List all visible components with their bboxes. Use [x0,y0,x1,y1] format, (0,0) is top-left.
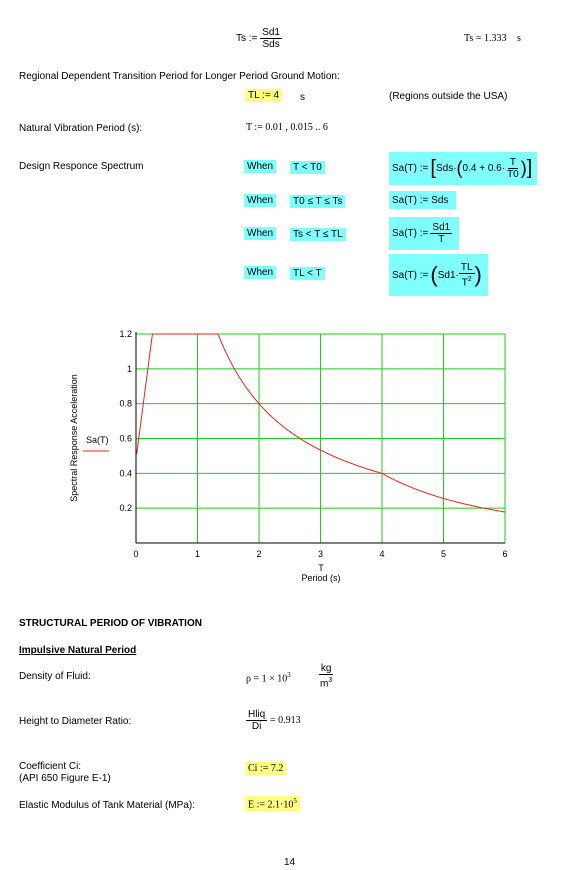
impulsive-heading: Impulsive Natural Period [19,645,137,656]
ci-reference: (API 650 Figure E-1) [19,773,111,784]
density-unit: kg m3 [318,663,334,690]
tl-expression: TL := 4 [245,89,283,102]
chart-ticks: 0 1 2 3 4 5 6 0.2 0.4 0.6 0.8 1 1.2 [119,329,507,559]
case4-condition: TL < T [290,267,325,280]
case1-formula: Sa(T) := [ Sds· ( 0.4 + 0.6· T T0 ) ] [389,152,537,185]
density-expression: ρ = 1 × 103 [246,671,291,685]
case2-condition: T0 ≤ T ≤ Ts [290,195,346,208]
ci-label: Coefficient Ci: [19,761,82,772]
ts-result: Ts = 1.333 s [464,33,521,44]
spectrum-chart: 0 1 2 3 4 5 6 0.2 0.4 0.6 0.8 1 1.2 Spectral Respons… [69,329,508,583]
density-label: Density of Fluid: [19,671,91,682]
regional-heading: Regional Dependent Transition Period for… [19,71,340,82]
case2-formula: Sa(T) := Sds [389,191,456,209]
case3-condition: Ts < T ≤ TL [290,228,346,241]
y-tick-label: 0.2 [119,503,132,513]
chart-xlabel: Period (s) [301,573,340,583]
chart-series [136,333,505,513]
y-tick-label: 0.8 [119,399,132,409]
ts-formula: Ts := Sd1 Sds [236,27,282,50]
case4-when: When [244,266,277,279]
natural-period-expression: T := 0.01 , 0.015 .. 6 [246,122,328,133]
modulus-label: Elastic Modulus of Tank Material (MPa): [19,800,195,811]
x-tick-label: 1 [195,549,200,559]
tl-unit: s [300,92,305,103]
x-tick-label: 3 [318,549,323,559]
y-tick-label: 1 [127,364,132,374]
ratio-label: Height to Diameter Ratio: [19,716,132,727]
y-tick-label: 1.2 [119,329,132,339]
x-tick-label: 4 [379,549,384,559]
case1-condition: T < T0 [290,161,325,174]
y-tick-label: 0.6 [119,434,132,444]
x-tick-label: 0 [133,549,138,559]
chart-grid [135,333,506,543]
ts-fraction: Sd1 Sds [260,27,282,50]
case3-when: When [244,227,277,240]
ts-lhs: Ts := [236,33,258,45]
page-number: 14 [284,857,296,868]
natural-period-label: Natural Vibration Period (s): [19,123,143,134]
case1-when: When [244,160,277,173]
chart-axes [135,332,506,544]
case2-when: When [244,194,277,207]
x-tick-label: 2 [256,549,261,559]
tl-note: (Regions outside the USA) [389,91,508,102]
spectrum-label: Design Responce Spectrum [19,161,144,172]
case3-formula: Sa(T) := Sd1 T [389,217,459,250]
modulus-expression: E := 2.1·105 [245,796,300,812]
sa-series-line [136,333,505,513]
structural-heading: STRUCTURAL PERIOD OF VIBRATION [19,618,202,629]
chart-xlabel-var: T [318,563,324,573]
case4-formula: Sa(T) := ( Sd1· TL T2 ) [389,254,488,296]
ratio-expression: Hliq Di = 0.913 [246,709,301,732]
ci-expression: Ci := 7.2 [245,762,287,775]
x-tick-label: 6 [502,549,507,559]
chart-legend-label: Sa(T) [86,435,109,445]
y-tick-label: 0.4 [119,468,132,478]
chart-ylabel: Spectral Response Acceleration [69,374,79,502]
x-tick-label: 5 [441,549,446,559]
